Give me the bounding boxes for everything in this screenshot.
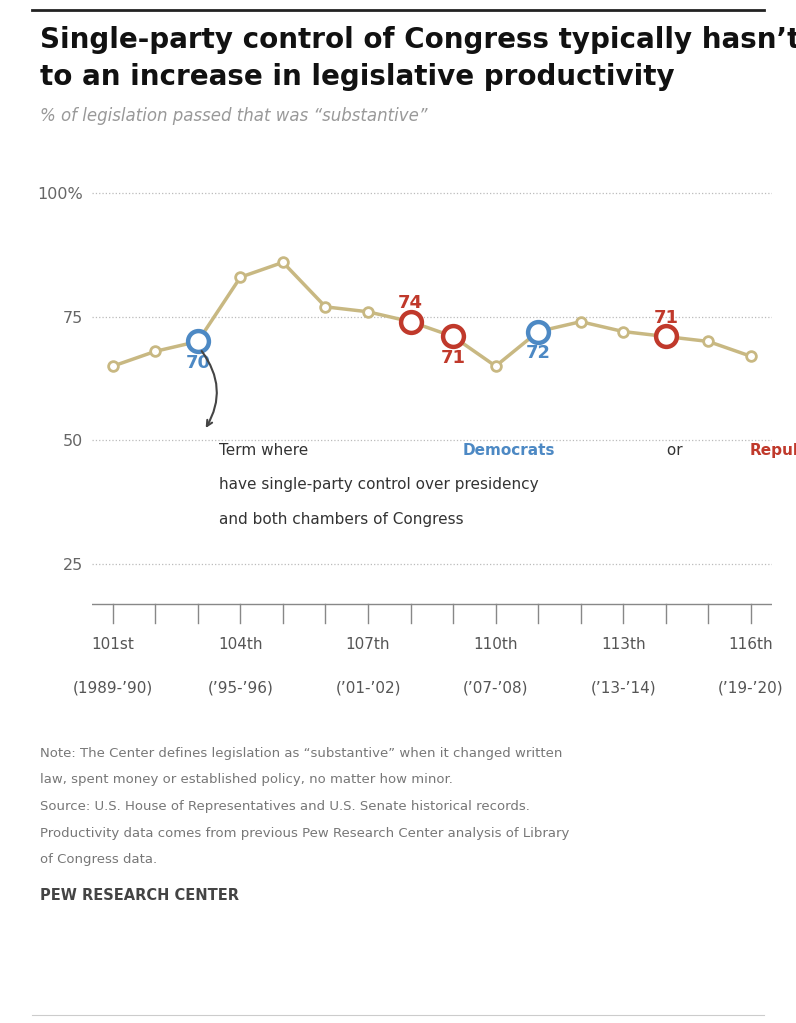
- Text: 110th: 110th: [474, 636, 518, 652]
- Text: 74: 74: [398, 294, 423, 312]
- Text: PEW RESEARCH CENTER: PEW RESEARCH CENTER: [40, 888, 239, 903]
- Text: (’19-’20): (’19-’20): [718, 680, 784, 696]
- Text: 71: 71: [654, 309, 678, 326]
- Text: Republicans: Republicans: [750, 443, 796, 457]
- Text: of Congress data.: of Congress data.: [40, 853, 157, 866]
- Text: 116th: 116th: [728, 636, 773, 652]
- Text: 101st: 101st: [92, 636, 135, 652]
- Text: 113th: 113th: [601, 636, 646, 652]
- Text: Single-party control of Congress typically hasn’t led: Single-party control of Congress typical…: [40, 26, 796, 53]
- Text: and both chambers of Congress: and both chambers of Congress: [219, 512, 464, 527]
- Text: law, spent money or established policy, no matter how minor.: law, spent money or established policy, …: [40, 773, 453, 787]
- Text: 71: 71: [441, 349, 466, 367]
- Text: (’01-’02): (’01-’02): [335, 680, 400, 696]
- Text: (1989-’90): (1989-’90): [72, 680, 153, 696]
- Text: (’07-’08): (’07-’08): [463, 680, 529, 696]
- Text: 104th: 104th: [218, 636, 263, 652]
- Text: 107th: 107th: [345, 636, 390, 652]
- Text: have single-party control over presidency: have single-party control over presidenc…: [219, 478, 539, 492]
- Text: 70: 70: [185, 354, 210, 371]
- Text: 72: 72: [525, 344, 551, 362]
- Text: or: or: [661, 443, 687, 457]
- Text: (’13-’14): (’13-’14): [591, 680, 656, 696]
- Text: % of legislation passed that was “substantive”: % of legislation passed that was “substa…: [40, 107, 427, 126]
- Text: Productivity data comes from previous Pew Research Center analysis of Library: Productivity data comes from previous Pe…: [40, 827, 569, 840]
- Text: Democrats: Democrats: [462, 443, 555, 457]
- Text: (’95-’96): (’95-’96): [208, 680, 273, 696]
- Text: Source: U.S. House of Representatives and U.S. Senate historical records.: Source: U.S. House of Representatives an…: [40, 800, 529, 813]
- Text: to an increase in legislative productivity: to an increase in legislative productivi…: [40, 63, 674, 91]
- Text: Term where: Term where: [219, 443, 314, 457]
- Text: Note: The Center defines legislation as “substantive” when it changed written: Note: The Center defines legislation as …: [40, 747, 562, 760]
